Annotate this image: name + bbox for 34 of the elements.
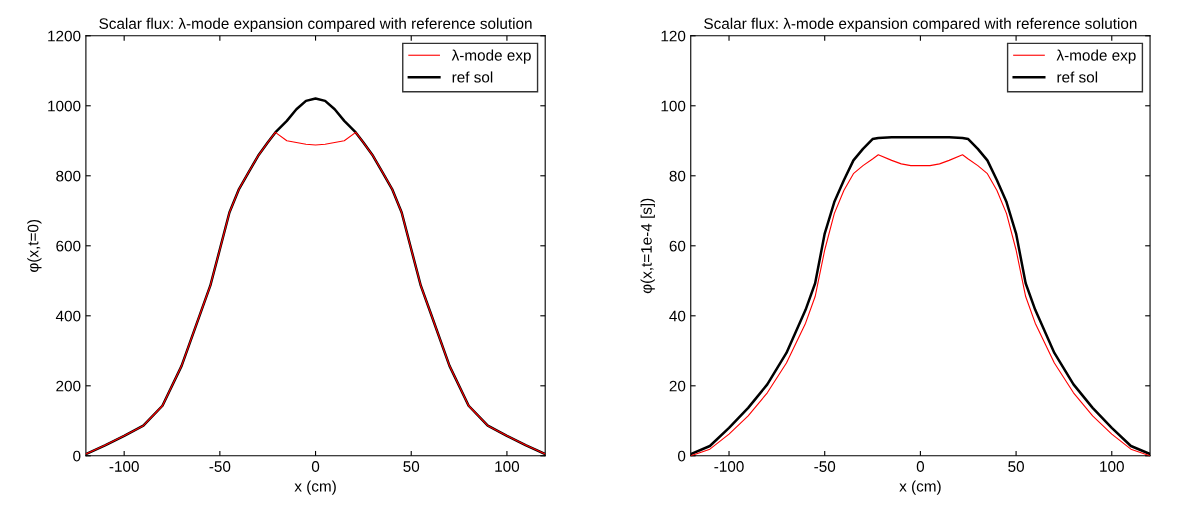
x-tick-label: 100 [495,461,520,472]
x-tick-label: 100 [1100,461,1124,472]
x-tick-label: -100 [714,461,744,472]
x-tick-label: 50 [1008,461,1024,472]
legend-label: λ-mode exp [451,49,531,64]
y-tick-label: 400 [55,310,81,322]
x-tick-label: 50 [403,461,420,472]
x-tick-label: 0 [916,461,925,472]
legend-label: ref sol [452,71,493,83]
y-tick-label: 0 [677,450,686,462]
y-axis-title: φ(x,t=0) [27,219,42,272]
x-tick-label: -100 [109,461,139,472]
y-tick-label: 120 [661,30,686,42]
legend-label: ref sol [1057,71,1098,83]
y-axis-title: φ(x,t=1e-4 [s]) [640,198,655,294]
legend-label: λ-mode exp [1056,49,1136,64]
chart-title: Scalar flux: λ-mode expansion compared with reference solution [99,17,532,32]
y-tick-label: 60 [669,240,686,252]
x-tick-label: -50 [814,461,836,472]
x-axis-title: x (cm) [899,480,941,495]
y-tick-label: 1000 [48,100,81,112]
y-tick-label: 800 [56,170,81,182]
y-tick-label: 20 [669,380,686,392]
chart-title: Scalar flux: λ-mode expansion compared with reference solution [704,17,1137,32]
y-tick-label: 0 [73,450,81,462]
y-tick-label: 600 [56,240,81,252]
x-tick-label: -50 [209,461,231,472]
y-tick-label: 80 [669,170,686,182]
y-tick-label: 40 [669,310,686,322]
x-axis-title: x (cm) [294,480,336,495]
y-tick-label: 1200 [48,30,81,42]
y-tick-label: 100 [661,100,686,112]
x-tick-label: 0 [311,461,320,472]
y-tick-label: 200 [56,380,81,392]
